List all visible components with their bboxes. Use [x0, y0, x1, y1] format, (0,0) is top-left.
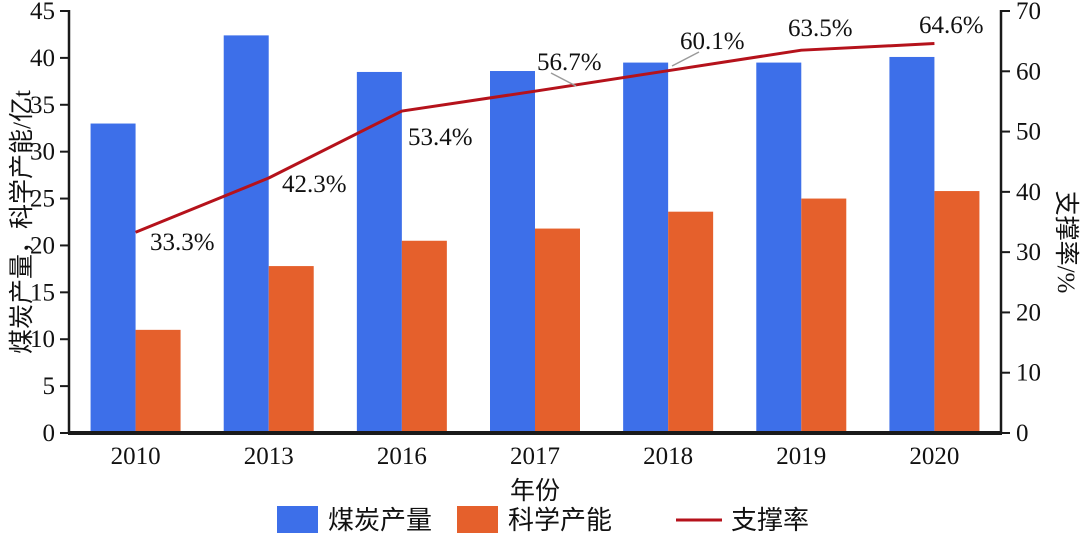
x-tick-label-2017: 2017: [510, 443, 560, 470]
bar-coal-production-2010: [90, 123, 136, 434]
left-axis-tick-label: 30: [30, 139, 55, 166]
left-axis-tick-label: 40: [30, 45, 55, 72]
bar-scientific-capacity-2016: [401, 240, 447, 433]
label-leader-line: [550, 72, 577, 87]
support-rate-line: [135, 42, 935, 234]
right-axis-tick-label: 0: [1016, 420, 1029, 447]
right-axis-tick-label: 10: [1016, 360, 1041, 387]
right-axis-tick-label: 30: [1016, 239, 1041, 266]
support-rate-label-2013: 42.3%: [282, 171, 347, 198]
x-tick-label-2020: 2020: [909, 443, 959, 470]
bar-coal-production-2020: [889, 56, 935, 433]
x-tick-label-2019: 2019: [776, 443, 826, 470]
right-axis-title: 支撑率/%: [1052, 191, 1080, 294]
legend-label-support-rate: 支撑率: [731, 506, 809, 535]
left-axis-tick-label: 0: [43, 420, 56, 447]
left-axis-tick-label: 25: [30, 186, 55, 213]
bar-coal-production-2017: [490, 71, 535, 434]
bar-scientific-capacity-2019: [801, 198, 847, 433]
x-tick-label-2010: 2010: [111, 443, 161, 470]
left-axis-tick-label: 5: [43, 373, 56, 400]
support-rate-label-2018: 60.1%: [680, 28, 745, 55]
support-rate-label-2017: 56.7%: [537, 49, 602, 76]
support-rate-label-2016: 53.4%: [408, 124, 473, 151]
right-axis-tick-label: 40: [1016, 179, 1041, 206]
legend-label-scientific-capacity: 科学产能: [508, 506, 612, 535]
x-axis-title: 年份: [510, 477, 560, 505]
bar-scientific-capacity-2020: [934, 191, 980, 433]
bar-coal-production-2013: [223, 35, 269, 433]
bar-coal-production-2018: [623, 62, 669, 433]
left-axis-tick-label: 15: [30, 279, 55, 306]
right-axis-tick-label: 50: [1016, 119, 1041, 146]
bar-scientific-capacity-2010: [135, 329, 181, 433]
legend-label-coal-production: 煤炭产量: [328, 506, 432, 535]
legend-swatch-scientific-capacity: [457, 506, 498, 533]
left-axis-tick-label: 10: [30, 326, 55, 353]
right-axis-tick-label: 60: [1016, 58, 1041, 85]
bar-coal-production-2019: [756, 62, 802, 433]
legend-swatch-coal-production: [277, 506, 318, 533]
support-rate-label-2019: 63.5%: [788, 15, 853, 42]
bar-scientific-capacity-2013: [268, 266, 314, 433]
right-axis-tick-label: 70: [1016, 0, 1041, 25]
x-tick-label-2013: 2013: [244, 443, 294, 470]
right-axis-tick-label: 20: [1016, 299, 1041, 326]
support-rate-label-2020: 64.6%: [919, 12, 984, 39]
bar-scientific-capacity-2018: [668, 211, 714, 433]
left-axis-title: 煤炭产量，科学产能/亿t: [8, 90, 36, 354]
left-axis-tick-label: 20: [30, 232, 55, 259]
x-tick-label-2016: 2016: [377, 443, 427, 470]
x-tick-label-2018: 2018: [643, 443, 693, 470]
label-leader-line: [671, 51, 700, 67]
bar-scientific-capacity-2017: [535, 228, 580, 433]
bar-coal-production-2016: [356, 71, 402, 433]
left-axis-tick-label: 35: [30, 92, 55, 119]
left-axis-tick-label: 45: [30, 0, 55, 25]
support-rate-label-2010: 33.3%: [150, 229, 215, 256]
